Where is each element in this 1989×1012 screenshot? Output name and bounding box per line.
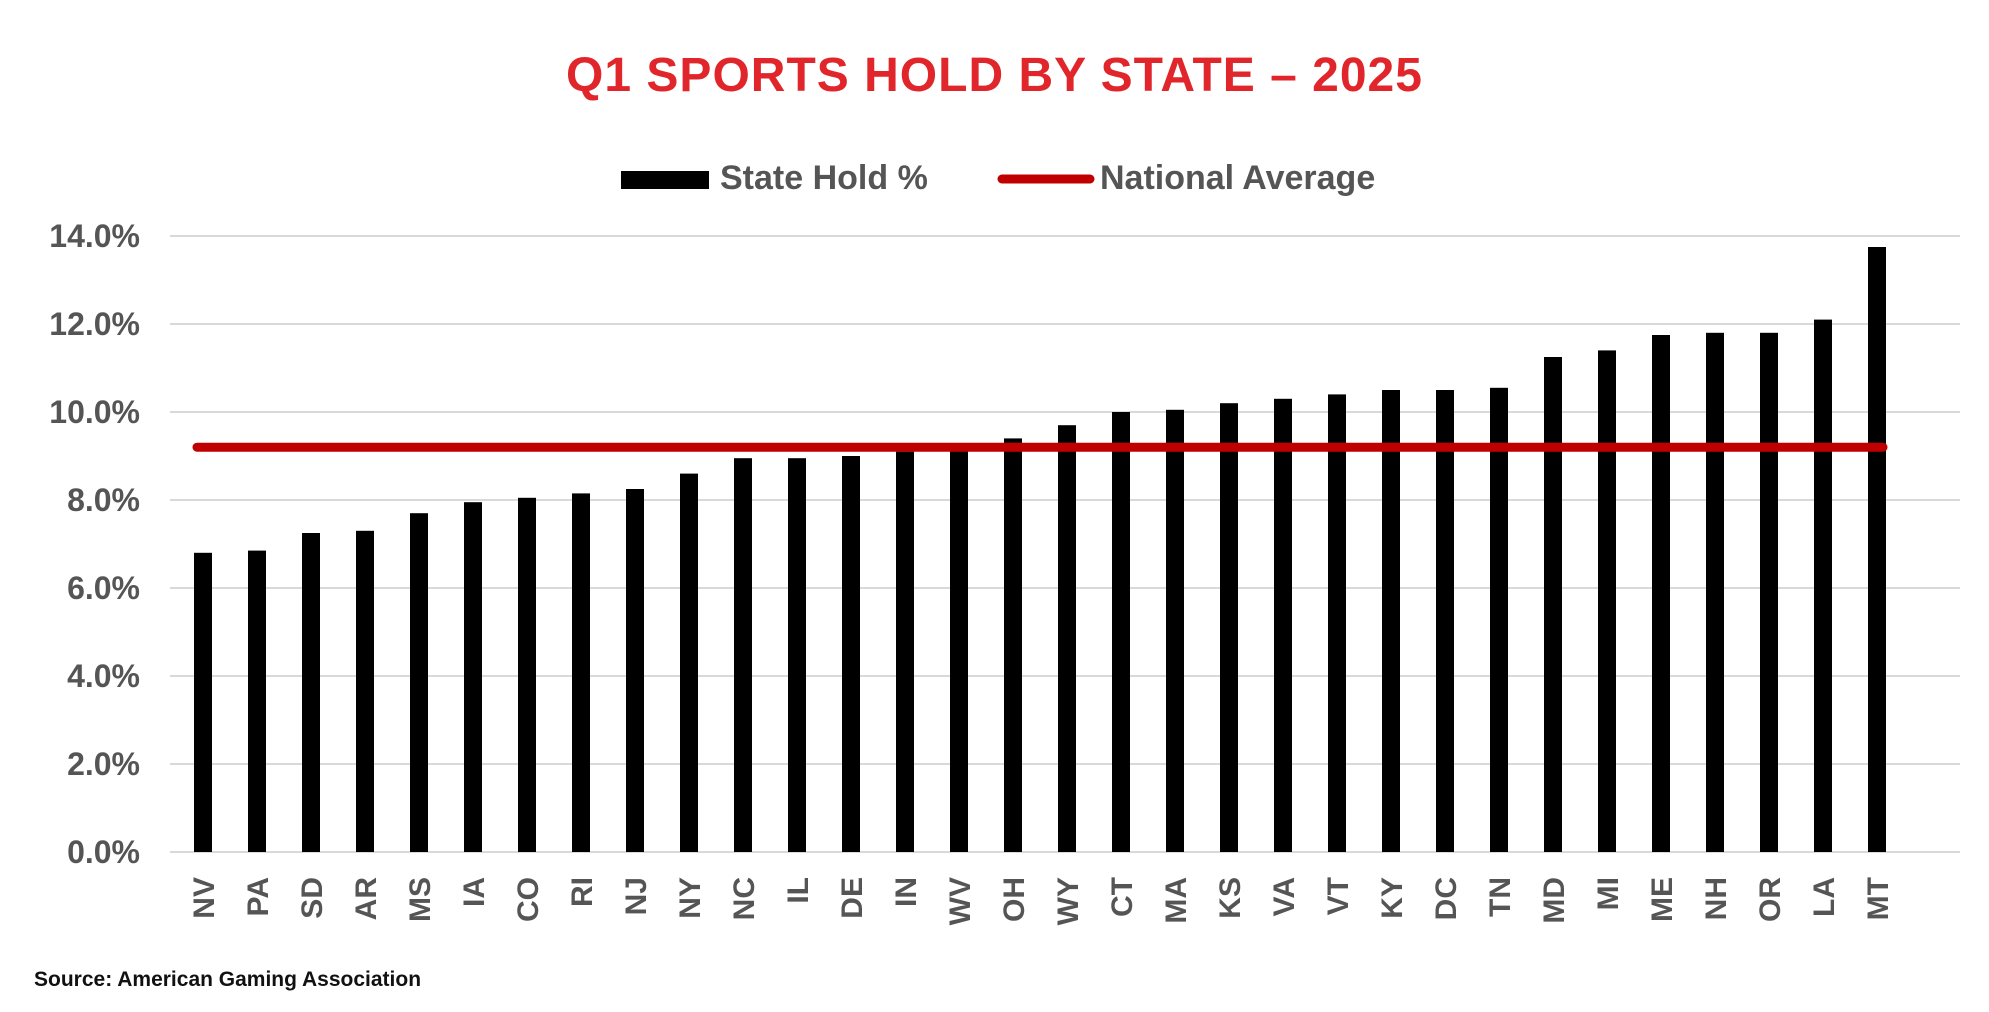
source-note: Source: American Gaming Association bbox=[34, 968, 422, 991]
bar bbox=[194, 552, 212, 852]
bar bbox=[1544, 357, 1562, 852]
legend-bar-swatch bbox=[621, 171, 709, 189]
y-tick-label: 4.0% bbox=[67, 658, 140, 694]
x-tick-label: PA bbox=[242, 877, 275, 916]
bar bbox=[1058, 425, 1076, 852]
x-tick-label: OH bbox=[998, 877, 1031, 922]
x-tick-label: VT bbox=[1322, 877, 1355, 915]
bar bbox=[1004, 438, 1022, 852]
bar bbox=[1112, 412, 1130, 852]
x-tick-label: AR bbox=[350, 877, 383, 921]
x-tick-label: MT bbox=[1862, 877, 1895, 920]
x-tick-label: WV bbox=[944, 877, 977, 925]
chart-title: Q1 SPORTS HOLD BY STATE – 2025 bbox=[566, 49, 1423, 102]
y-tick-label: 12.0% bbox=[49, 306, 140, 342]
bar bbox=[950, 447, 968, 852]
x-tick-label: NY bbox=[674, 877, 707, 919]
x-tick-label: IL bbox=[782, 877, 815, 904]
bar bbox=[1328, 394, 1346, 852]
x-tick-label: DC bbox=[1430, 877, 1463, 920]
y-tick-label: 8.0% bbox=[67, 482, 140, 518]
x-tick-label: NC bbox=[728, 877, 761, 920]
bar bbox=[518, 497, 536, 852]
x-tick-label: CT bbox=[1106, 877, 1139, 917]
bar bbox=[1436, 390, 1454, 852]
x-tick-label: NH bbox=[1700, 877, 1733, 920]
x-tick-label: ME bbox=[1646, 877, 1679, 922]
bar bbox=[1868, 247, 1886, 852]
bar bbox=[734, 458, 752, 852]
bar bbox=[680, 473, 698, 852]
legend-label-national-average: National Average bbox=[1100, 159, 1375, 197]
legend-label-state-hold: State Hold % bbox=[720, 159, 928, 197]
x-tick-label: SD bbox=[296, 877, 329, 919]
bar bbox=[626, 489, 644, 852]
x-tick-label: WY bbox=[1052, 877, 1085, 925]
x-tick-label: MS bbox=[404, 877, 437, 922]
bar bbox=[1490, 387, 1508, 852]
x-tick-label: NV bbox=[188, 877, 221, 919]
bar bbox=[1220, 403, 1238, 852]
x-tick-label: KY bbox=[1376, 877, 1409, 919]
y-tick-label: 0.0% bbox=[67, 834, 140, 870]
x-tick-label: IA bbox=[458, 877, 491, 907]
bar bbox=[464, 502, 482, 852]
bar bbox=[302, 533, 320, 852]
bar bbox=[788, 458, 806, 852]
y-tick-label: 6.0% bbox=[67, 570, 140, 606]
bar bbox=[248, 550, 266, 852]
bar bbox=[410, 513, 428, 852]
y-tick-label: 2.0% bbox=[67, 746, 140, 782]
x-tick-label: TN bbox=[1484, 877, 1517, 917]
bar bbox=[1382, 390, 1400, 852]
x-tick-label: DE bbox=[836, 877, 869, 919]
bar bbox=[1706, 332, 1724, 852]
x-tick-label: VA bbox=[1268, 877, 1301, 916]
x-tick-label: MA bbox=[1160, 877, 1193, 924]
bar bbox=[1166, 409, 1184, 852]
y-tick-label: 10.0% bbox=[49, 394, 140, 430]
bar bbox=[1760, 332, 1778, 852]
bar bbox=[356, 530, 374, 852]
x-tick-label: MI bbox=[1592, 877, 1625, 910]
bar bbox=[1274, 398, 1292, 852]
bar bbox=[1652, 335, 1670, 852]
x-tick-label: NJ bbox=[620, 877, 653, 915]
x-tick-label: CO bbox=[512, 877, 545, 922]
x-tick-label: OR bbox=[1754, 877, 1787, 922]
x-tick-label: KS bbox=[1214, 877, 1247, 919]
bar bbox=[842, 456, 860, 852]
bar bbox=[896, 451, 914, 852]
bar bbox=[572, 493, 590, 852]
bar bbox=[1814, 319, 1832, 853]
x-tick-label: MD bbox=[1538, 877, 1571, 924]
x-tick-label: LA bbox=[1808, 877, 1841, 917]
bar bbox=[1598, 350, 1616, 852]
x-tick-label: RI bbox=[566, 877, 599, 907]
x-tick-label: IN bbox=[890, 877, 923, 907]
y-tick-label: 14.0% bbox=[49, 218, 140, 254]
